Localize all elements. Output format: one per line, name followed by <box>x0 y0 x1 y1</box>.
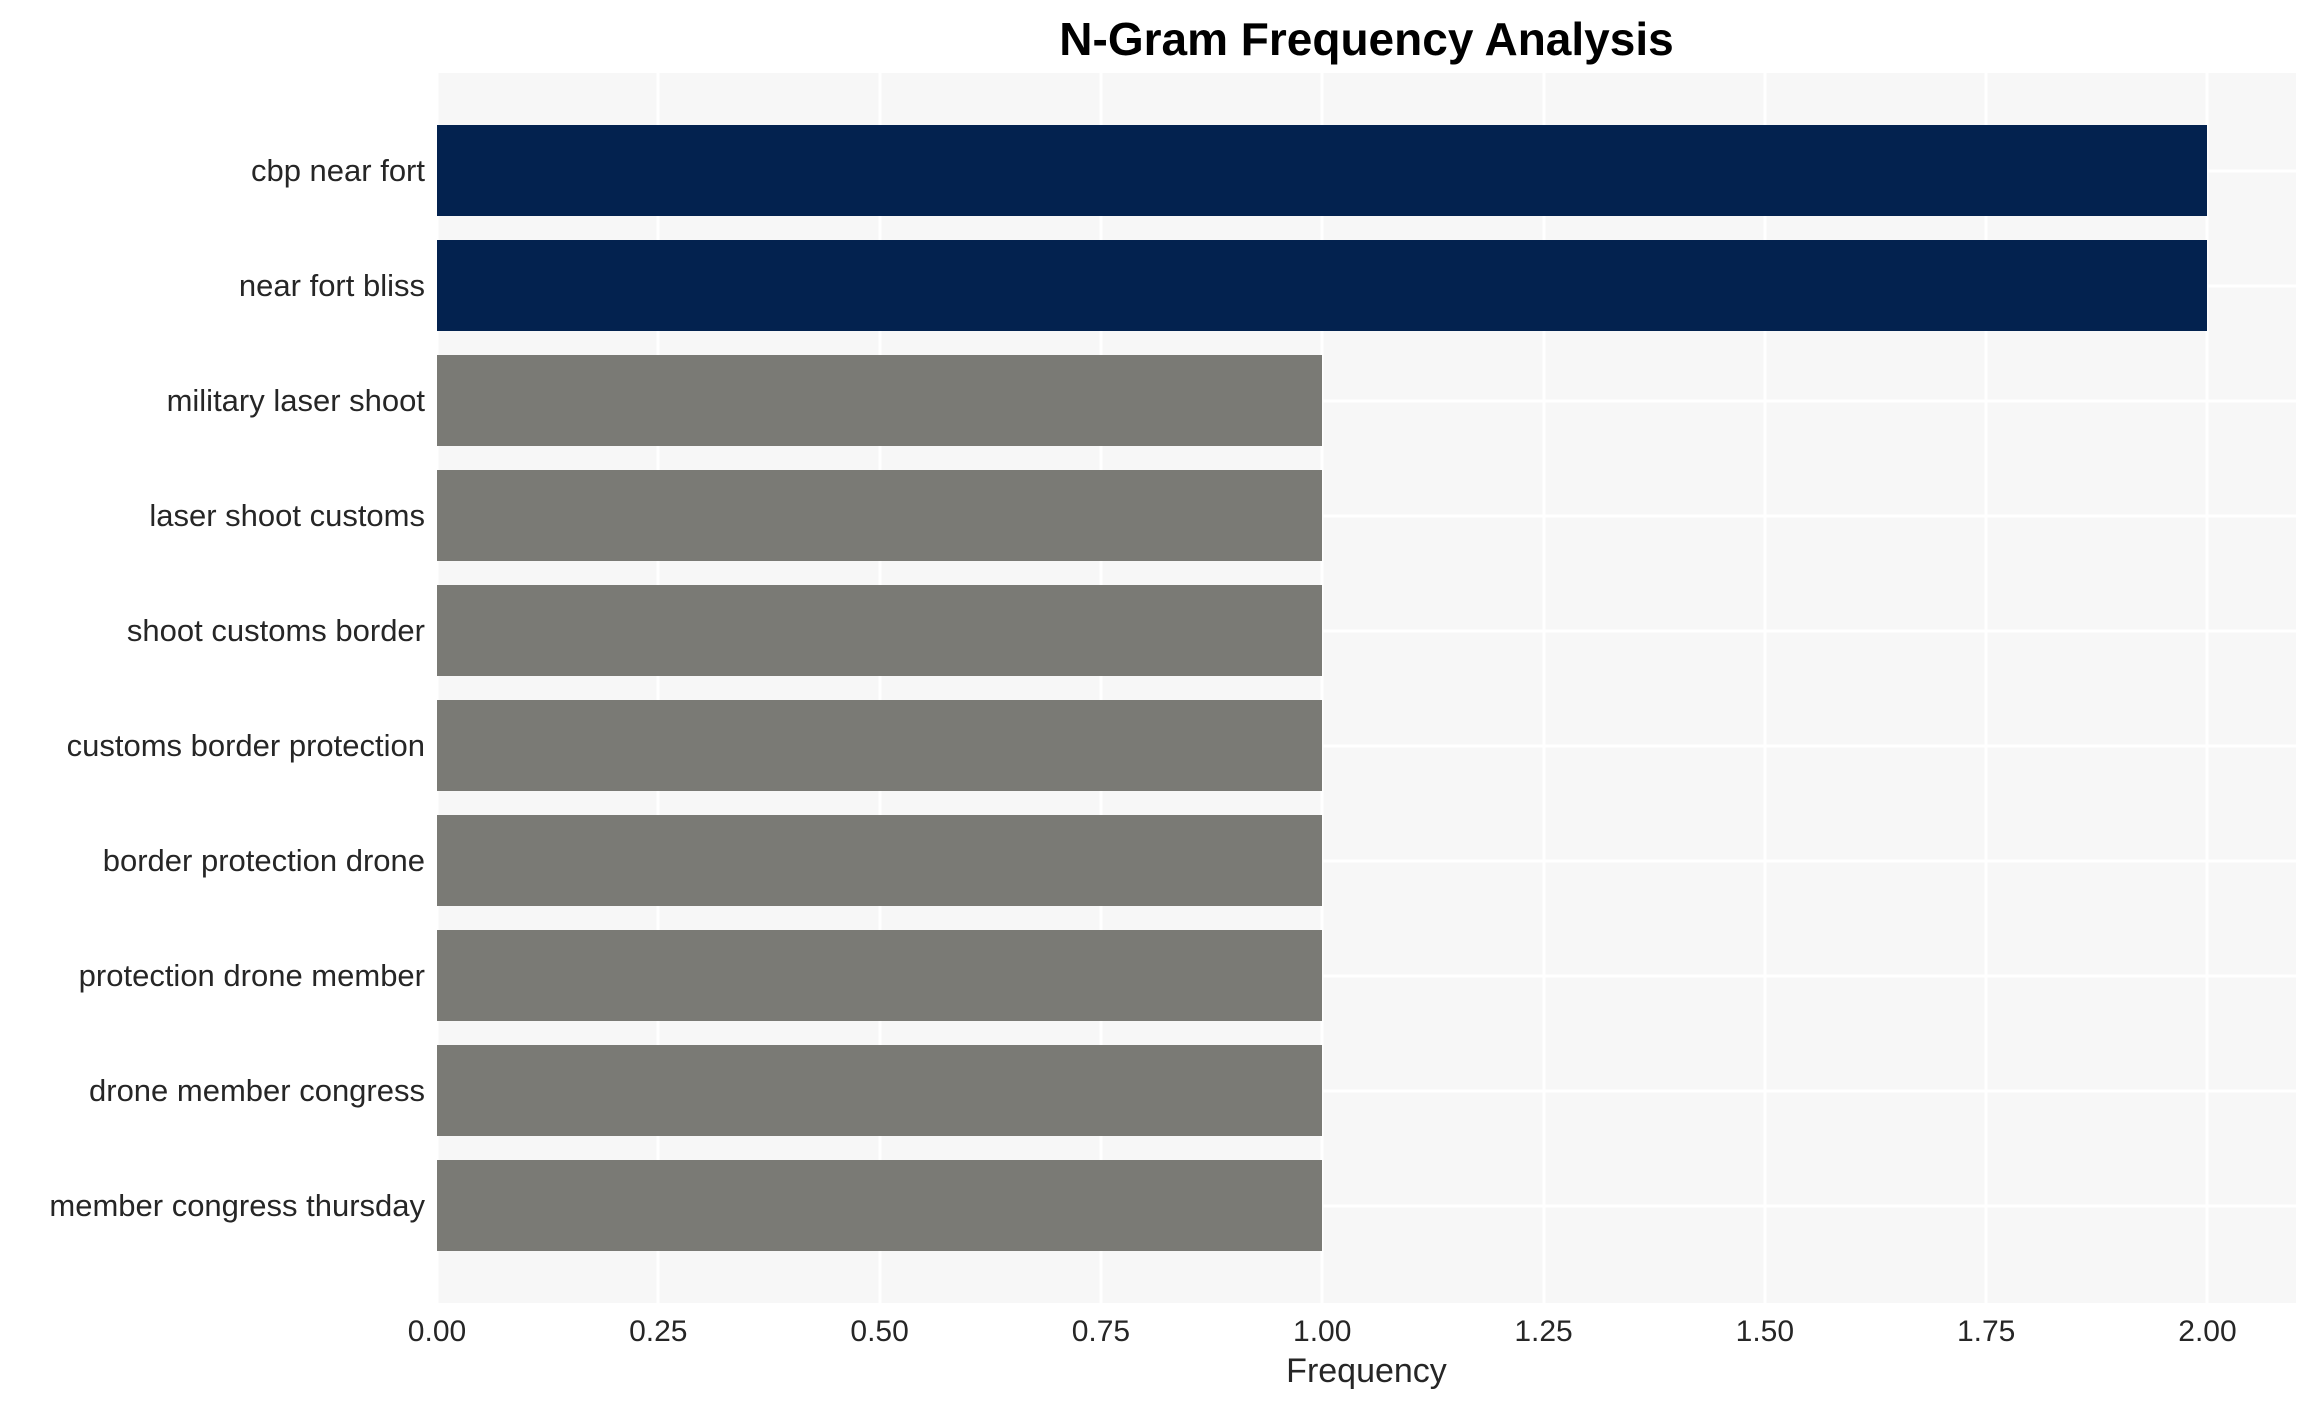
gridline-horizontal <box>437 629 2296 632</box>
bar <box>437 240 2208 331</box>
gridline-vertical <box>1320 73 1324 1303</box>
gridline-horizontal <box>437 859 2296 862</box>
x-tick-label: 1.50 <box>1735 1315 1795 1348</box>
gridline-horizontal <box>437 399 2296 402</box>
bar <box>437 700 1323 791</box>
y-tick-label: shoot customs border <box>126 612 425 648</box>
plot-area <box>435 73 2296 1303</box>
gridline-vertical <box>1542 73 1546 1303</box>
x-tick-label: 0.25 <box>629 1315 688 1348</box>
y-tick-label: customs border protection <box>66 727 425 763</box>
gridline-vertical <box>1099 73 1103 1303</box>
y-tick-label: laser shoot customs <box>149 497 425 533</box>
gridline-horizontal <box>437 1204 2296 1207</box>
chart-title: N-Gram Frequency Analysis <box>1059 13 1674 65</box>
x-tick-label: 0.00 <box>407 1315 467 1348</box>
y-tick-label: drone member congress <box>89 1072 425 1108</box>
x-tick-label: 1.00 <box>1293 1315 1352 1348</box>
gridline-horizontal <box>437 1089 2296 1092</box>
y-tick-label: member congress thursday <box>49 1187 425 1223</box>
x-tick-label: 1.75 <box>1956 1315 2016 1348</box>
x-tick-label: 0.50 <box>850 1315 909 1348</box>
bar <box>437 470 1323 561</box>
gridline-vertical <box>435 73 439 1303</box>
bar <box>437 1045 1323 1136</box>
bar <box>437 930 1323 1021</box>
bar <box>437 125 2208 216</box>
x-tick-label: 2.00 <box>2178 1315 2237 1348</box>
bar <box>437 1160 1323 1251</box>
gridline-horizontal <box>437 744 2296 747</box>
x-axis-label: Frequency <box>1286 1352 1447 1390</box>
x-tick-label: 1.25 <box>1514 1315 1573 1348</box>
gridline-vertical <box>656 73 660 1303</box>
y-tick-label: cbp near fort <box>250 152 425 188</box>
gridline-vertical <box>2205 73 2209 1303</box>
gridline-horizontal <box>437 514 2296 517</box>
bar <box>437 815 1323 906</box>
gridline-vertical <box>878 73 882 1303</box>
y-tick-label: near fort bliss <box>238 267 425 303</box>
gridline-horizontal <box>437 974 2296 977</box>
x-tick-label: 0.75 <box>1071 1315 1131 1348</box>
y-tick-label: military laser shoot <box>166 382 425 418</box>
bar <box>437 585 1323 676</box>
bar <box>437 355 1323 446</box>
gridline-vertical <box>1984 73 1988 1303</box>
y-tick-label: border protection drone <box>102 842 425 878</box>
y-tick-label: protection drone member <box>78 957 425 993</box>
gridline-vertical <box>1763 73 1767 1303</box>
